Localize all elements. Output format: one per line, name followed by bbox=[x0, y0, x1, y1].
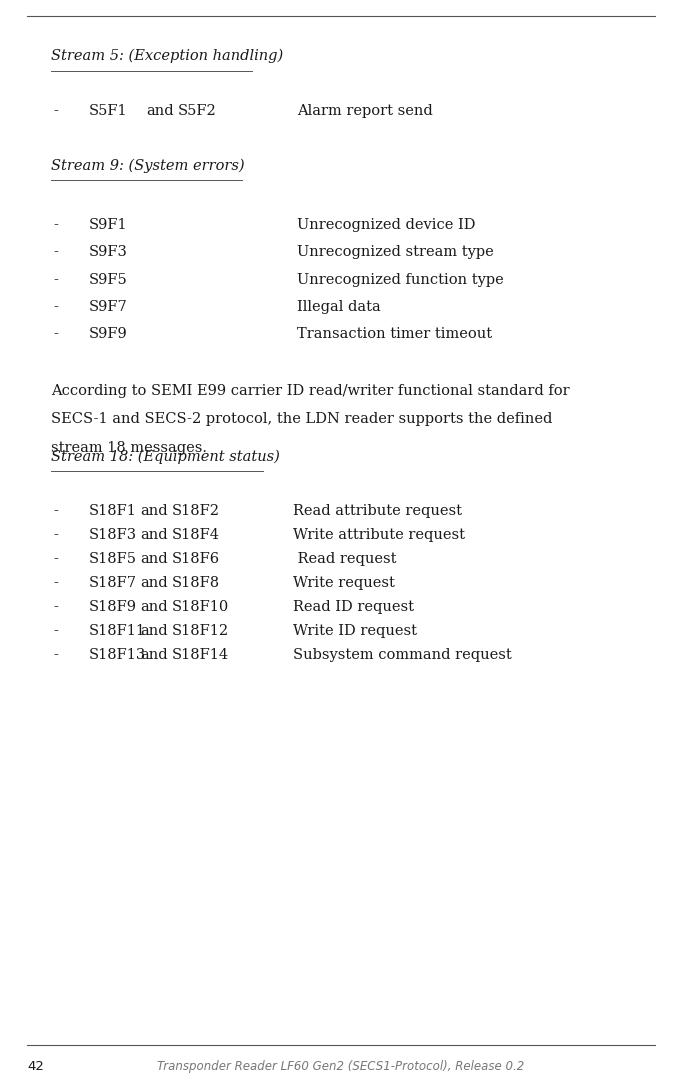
Text: Unrecognized function type: Unrecognized function type bbox=[297, 273, 503, 287]
Text: Write ID request: Write ID request bbox=[293, 624, 417, 638]
Text: S18F4: S18F4 bbox=[172, 528, 220, 542]
Text: and: and bbox=[140, 600, 168, 614]
Text: -: - bbox=[53, 552, 58, 566]
Text: stream 18 messages.: stream 18 messages. bbox=[51, 441, 207, 455]
Text: and: and bbox=[140, 624, 168, 638]
Text: Stream 18: (Equipment status): Stream 18: (Equipment status) bbox=[51, 449, 280, 464]
Text: S9F7: S9F7 bbox=[89, 300, 128, 314]
Text: S18F11: S18F11 bbox=[89, 624, 146, 638]
Text: S18F12: S18F12 bbox=[172, 624, 229, 638]
Text: -: - bbox=[53, 218, 58, 232]
Text: Subsystem command request: Subsystem command request bbox=[293, 648, 512, 662]
Text: -: - bbox=[53, 528, 58, 542]
Text: Transaction timer timeout: Transaction timer timeout bbox=[297, 327, 492, 341]
Text: -: - bbox=[53, 576, 58, 590]
Text: Stream 9: (System errors): Stream 9: (System errors) bbox=[51, 158, 245, 172]
Text: Alarm report send: Alarm report send bbox=[297, 104, 432, 118]
Text: Transponder Reader LF60 Gen2 (SECS1-Protocol), Release 0.2: Transponder Reader LF60 Gen2 (SECS1-Prot… bbox=[158, 1060, 524, 1074]
Text: Write attribute request: Write attribute request bbox=[293, 528, 465, 542]
Text: and: and bbox=[140, 528, 168, 542]
Text: According to SEMI E99 carrier ID read/writer functional standard for: According to SEMI E99 carrier ID read/wr… bbox=[51, 384, 569, 398]
Text: S9F5: S9F5 bbox=[89, 273, 128, 287]
Text: and: and bbox=[140, 552, 168, 566]
Text: Stream 5: (Exception handling): Stream 5: (Exception handling) bbox=[51, 49, 284, 63]
Text: -: - bbox=[53, 504, 58, 518]
Text: and: and bbox=[140, 648, 168, 662]
Text: S5F1: S5F1 bbox=[89, 104, 128, 118]
Text: S18F10: S18F10 bbox=[172, 600, 229, 614]
Text: Unrecognized stream type: Unrecognized stream type bbox=[297, 245, 493, 260]
Text: Read ID request: Read ID request bbox=[293, 600, 414, 614]
Text: -: - bbox=[53, 245, 58, 260]
Text: S18F3: S18F3 bbox=[89, 528, 137, 542]
Text: S18F9: S18F9 bbox=[89, 600, 136, 614]
Text: -: - bbox=[53, 273, 58, 287]
Text: Read attribute request: Read attribute request bbox=[293, 504, 462, 518]
Text: S18F1: S18F1 bbox=[89, 504, 136, 518]
Text: and: and bbox=[140, 504, 168, 518]
Text: -: - bbox=[53, 624, 58, 638]
Text: 42: 42 bbox=[27, 1060, 44, 1074]
Text: -: - bbox=[53, 104, 58, 118]
Text: and: and bbox=[140, 576, 168, 590]
Text: Write request: Write request bbox=[293, 576, 395, 590]
Text: Read request: Read request bbox=[293, 552, 397, 566]
Text: Illegal data: Illegal data bbox=[297, 300, 381, 314]
Text: -: - bbox=[53, 600, 58, 614]
Text: S18F13: S18F13 bbox=[89, 648, 146, 662]
Text: S18F14: S18F14 bbox=[172, 648, 229, 662]
Text: S9F9: S9F9 bbox=[89, 327, 128, 341]
Text: S18F6: S18F6 bbox=[172, 552, 220, 566]
Text: S18F8: S18F8 bbox=[172, 576, 220, 590]
Text: S9F3: S9F3 bbox=[89, 245, 128, 260]
Text: SECS-1 and SECS-2 protocol, the LDN reader supports the defined: SECS-1 and SECS-2 protocol, the LDN read… bbox=[51, 412, 552, 427]
Text: Unrecognized device ID: Unrecognized device ID bbox=[297, 218, 475, 232]
Text: -: - bbox=[53, 327, 58, 341]
Text: -: - bbox=[53, 300, 58, 314]
Text: S18F2: S18F2 bbox=[172, 504, 220, 518]
Text: -: - bbox=[53, 648, 58, 662]
Text: S5F2: S5F2 bbox=[177, 104, 216, 118]
Text: and: and bbox=[147, 104, 175, 118]
Text: S18F5: S18F5 bbox=[89, 552, 136, 566]
Text: S9F1: S9F1 bbox=[89, 218, 128, 232]
Text: S18F7: S18F7 bbox=[89, 576, 136, 590]
